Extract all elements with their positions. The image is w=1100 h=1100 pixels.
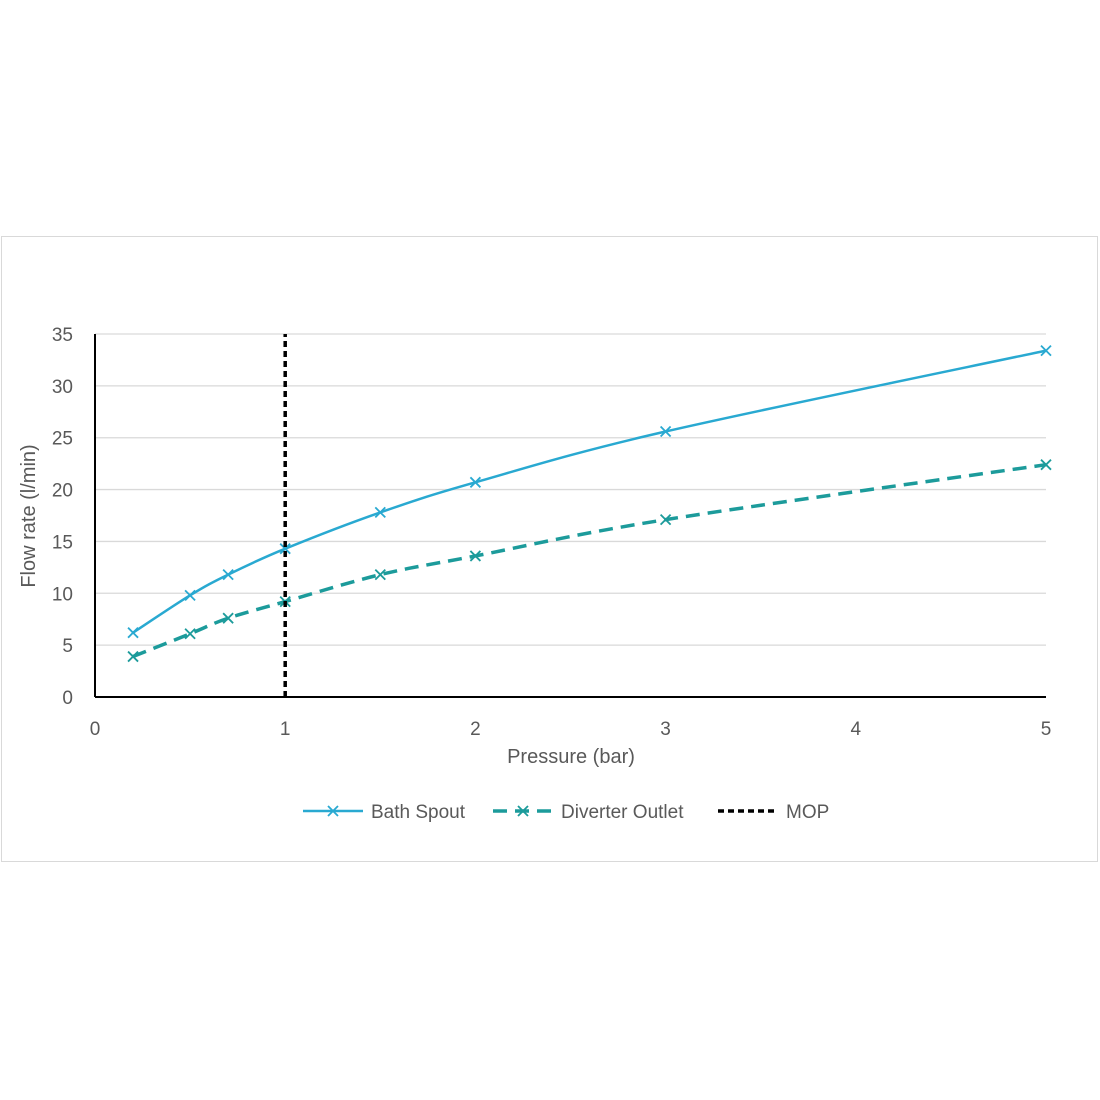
series-line-diverter-outlet: [132, 462, 1047, 659]
y-tick-label-5: 5: [62, 636, 73, 657]
legend-label-mop: MOP: [786, 802, 829, 823]
x-tick-label-4: 4: [851, 719, 862, 740]
gridlines: [95, 333, 1046, 646]
x-axis-title: Pressure (bar): [507, 746, 635, 768]
y-axis-title: Flow rate (l/min): [18, 444, 40, 587]
y-tick-label-25: 25: [52, 429, 73, 450]
point-bath-spout-4: [374, 506, 386, 519]
y-tick-label-30: 30: [52, 377, 73, 398]
series-line-bath-spout: [132, 349, 1047, 634]
point-diverter-outlet-7: [1040, 459, 1052, 471]
y-tick-label-10: 10: [52, 584, 73, 605]
axes: [94, 334, 1046, 698]
point-bath-spout-6: [659, 425, 672, 438]
point-diverter-outlet-0: [127, 650, 139, 663]
y-tick-label-0: 0: [62, 688, 73, 709]
point-diverter-outlet-2: [222, 612, 234, 624]
x-tick-label-1: 1: [280, 719, 291, 740]
point-bath-spout-0: [127, 627, 139, 639]
point-bath-spout-2: [222, 568, 234, 581]
y-tick-label-20: 20: [52, 481, 73, 502]
y-tick-label-15: 15: [52, 532, 73, 553]
legend-label-bath-spout: Bath Spout: [371, 802, 466, 823]
point-diverter-outlet-5: [469, 550, 482, 562]
x-tick-label-0: 0: [90, 719, 101, 740]
legend: Bath Spout Diverter Outlet MOP: [303, 802, 829, 823]
point-diverter-outlet-4: [374, 568, 386, 581]
legend-item-diverter-outlet: Diverter Outlet: [493, 802, 684, 823]
x-tick-label-5: 5: [1041, 719, 1052, 740]
x-tick-label-3: 3: [660, 719, 671, 740]
point-diverter-outlet-1: [184, 628, 196, 640]
y-tick-label-35: 35: [52, 325, 73, 346]
legend-marker-bath-spout: [327, 805, 339, 817]
tick-labels: 0 5 10 15 20 25 30 35 0 1 2 3 4 5: [52, 325, 1051, 740]
point-bath-spout-5: [469, 476, 482, 488]
x-tick-label-2: 2: [470, 719, 481, 740]
point-bath-spout-1: [184, 589, 196, 601]
point-diverter-outlet-6: [659, 514, 672, 526]
chart-frame: [1, 236, 1098, 862]
legend-item-bath-spout: Bath Spout: [303, 802, 466, 823]
point-bath-spout-3: [279, 543, 291, 555]
legend-item-mop: MOP: [718, 802, 829, 823]
point-bath-spout-7: [1040, 344, 1052, 357]
legend-label-diverter-outlet: Diverter Outlet: [561, 802, 684, 823]
series-layer: [127, 334, 1052, 697]
legend-marker-diverter-outlet: [517, 805, 529, 817]
